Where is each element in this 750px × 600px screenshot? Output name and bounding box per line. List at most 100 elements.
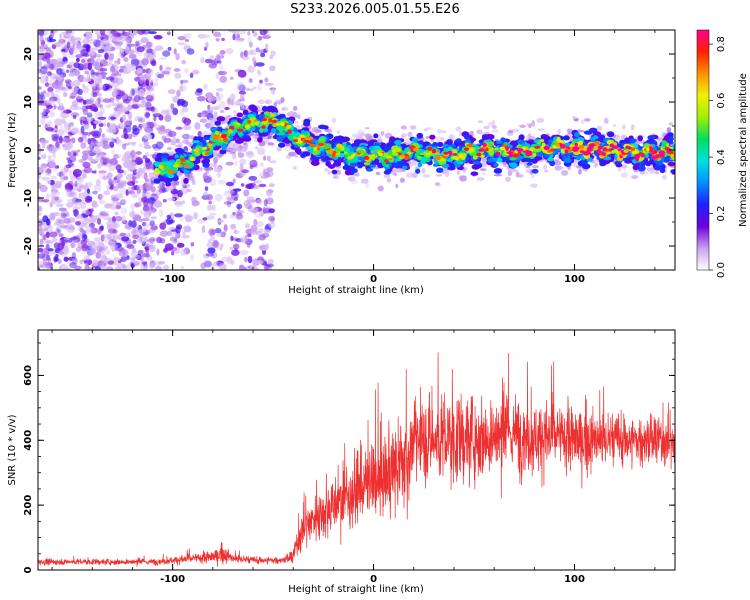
spectrogram-noise-blob — [175, 126, 183, 130]
spectrogram-noise-blob — [64, 142, 73, 150]
spectrogram-noise-blob — [110, 116, 116, 120]
spectrogram-ridge-blob — [654, 165, 663, 170]
spectrogram-noise-blob — [118, 73, 122, 77]
spectrogram-noise-blob — [67, 134, 72, 137]
spectrogram-noise-blob — [81, 247, 86, 256]
spectrogram-haze-blob — [295, 114, 301, 119]
spectrogram-noise-blob — [65, 202, 74, 208]
spectrogram-ridge-blob — [203, 136, 210, 141]
spectrogram-noise-blob — [201, 225, 206, 234]
spectrogram-noise-blob — [57, 228, 62, 234]
spectrogram-noise-blob — [263, 30, 269, 34]
spectrogram-noise-blob — [83, 166, 93, 174]
spectrogram-noise-blob — [246, 243, 251, 248]
spectrogram-noise-blob — [121, 236, 130, 242]
spectrogram-haze-blob — [668, 122, 674, 126]
spectrogram-noise-blob — [140, 99, 147, 105]
spectrogram-noise-blob — [71, 218, 76, 223]
spectrogram-noise-blob — [108, 163, 116, 172]
spectrogram-haze-blob — [284, 146, 291, 152]
spectrogram-noise-blob — [76, 149, 81, 153]
spectrogram-noise-blob — [78, 136, 84, 143]
spectrogram-noise-blob — [258, 36, 262, 41]
spectrogram-noise-blob — [132, 239, 137, 244]
spectrogram-noise-blob — [84, 136, 88, 143]
spectrogram-noise-blob — [147, 76, 152, 82]
spectrogram-noise-blob — [146, 251, 150, 257]
spectrogram-haze-blob — [544, 169, 549, 173]
spectrogram-noise-blob — [120, 207, 128, 215]
spectrogram-haze-blob — [377, 185, 384, 192]
spectrogram-noise-blob — [173, 200, 183, 205]
spectrogram-noise-blob — [180, 265, 185, 270]
spectrogram-noise-blob — [100, 58, 104, 65]
spectrogram-noise-blob — [98, 200, 106, 204]
spectrogram-noise-blob — [90, 208, 94, 212]
spectrogram-noise-blob — [175, 53, 180, 61]
spectrogram-noise-blob — [107, 35, 113, 43]
spectrogram-noise-blob — [173, 68, 181, 72]
spectrogram-noise-blob — [38, 183, 44, 188]
spectrogram-noise-blob — [215, 95, 221, 102]
spectrogram-noise-blob — [60, 168, 69, 174]
spectrogram-noise-blob — [83, 255, 91, 261]
spectrogram-noise-blob — [43, 235, 47, 241]
spectrogram-noise-blob — [123, 57, 129, 62]
spectrogram-noise-blob — [221, 37, 225, 42]
spectrogram-noise-blob — [82, 108, 89, 116]
spectrogram-noise-blob — [130, 88, 135, 96]
spectrogram-haze-blob — [174, 144, 181, 148]
spectrogram-haze-blob — [455, 126, 462, 132]
spectrogram-noise-blob — [134, 116, 140, 122]
spectrogram-noise-blob — [97, 97, 101, 105]
spectrogram-noise-blob — [156, 189, 162, 196]
spectrogram-noise-blob — [125, 119, 130, 127]
spectrogram-noise-blob — [50, 184, 58, 190]
spectrogram-noise-blob — [164, 243, 174, 251]
spectrogram-noise-blob — [260, 175, 268, 179]
spectrogram-noise-blob — [110, 179, 116, 183]
spectrogram-noise-blob — [74, 182, 84, 188]
spectrogram-noise-blob — [63, 127, 72, 134]
spectrogram-noise-blob — [114, 215, 123, 222]
spectrogram-noise-blob — [244, 256, 248, 263]
spectrogram-haze-blob — [584, 118, 591, 122]
spectrogram-noise-blob — [84, 70, 89, 75]
spectrogram-noise-blob — [72, 206, 81, 210]
spectrogram-noise-blob — [243, 49, 249, 58]
spectrogram-noise-blob — [81, 58, 86, 64]
spectrogram-haze-blob — [165, 186, 169, 193]
spectrogram-noise-blob — [38, 60, 43, 69]
spectrogram-noise-blob — [112, 234, 117, 241]
spectrogram-noise-blob — [116, 201, 122, 209]
spectrogram-noise-blob — [131, 194, 138, 199]
spectrogram-haze-blob — [530, 183, 538, 188]
spectrogram-haze-blob — [594, 161, 599, 166]
spectrogram-noise-blob — [116, 141, 125, 147]
spectrogram-ridge-blob — [249, 104, 257, 111]
spectrogram-noise-blob — [203, 84, 208, 90]
spectrogram-noise-blob — [83, 120, 89, 125]
spectrogram-noise-blob — [269, 65, 276, 72]
spectrogram-noise-blob — [154, 77, 160, 82]
spectrogram-noise-blob — [134, 202, 142, 208]
spectrogram-noise-blob — [143, 222, 149, 229]
spectrogram-noise-blob — [76, 95, 84, 100]
spectrogram-noise-blob — [196, 88, 203, 93]
spectrogram-noise-blob — [65, 81, 72, 89]
spectrogram-haze-blob — [557, 128, 561, 135]
spectrogram-haze-blob — [312, 126, 319, 133]
spectrogram-noise-blob — [75, 221, 81, 226]
spectrogram-ridge-blob — [266, 105, 276, 111]
spectrogram-noise-blob — [89, 248, 97, 255]
spectrogram-noise-blob — [77, 242, 83, 249]
spectrogram-noise-blob — [264, 77, 269, 83]
spectrogram-noise-blob — [230, 223, 237, 230]
spectrogram-noise-blob — [83, 234, 88, 240]
spectrogram-noise-blob — [197, 33, 207, 39]
spectrogram-ridge-blob — [562, 135, 570, 141]
spectrogram-noise-blob — [40, 76, 49, 84]
spectrogram-noise-blob — [111, 80, 120, 88]
spectrogram-noise-blob — [189, 72, 194, 79]
spectrogram-noise-blob — [123, 120, 133, 128]
